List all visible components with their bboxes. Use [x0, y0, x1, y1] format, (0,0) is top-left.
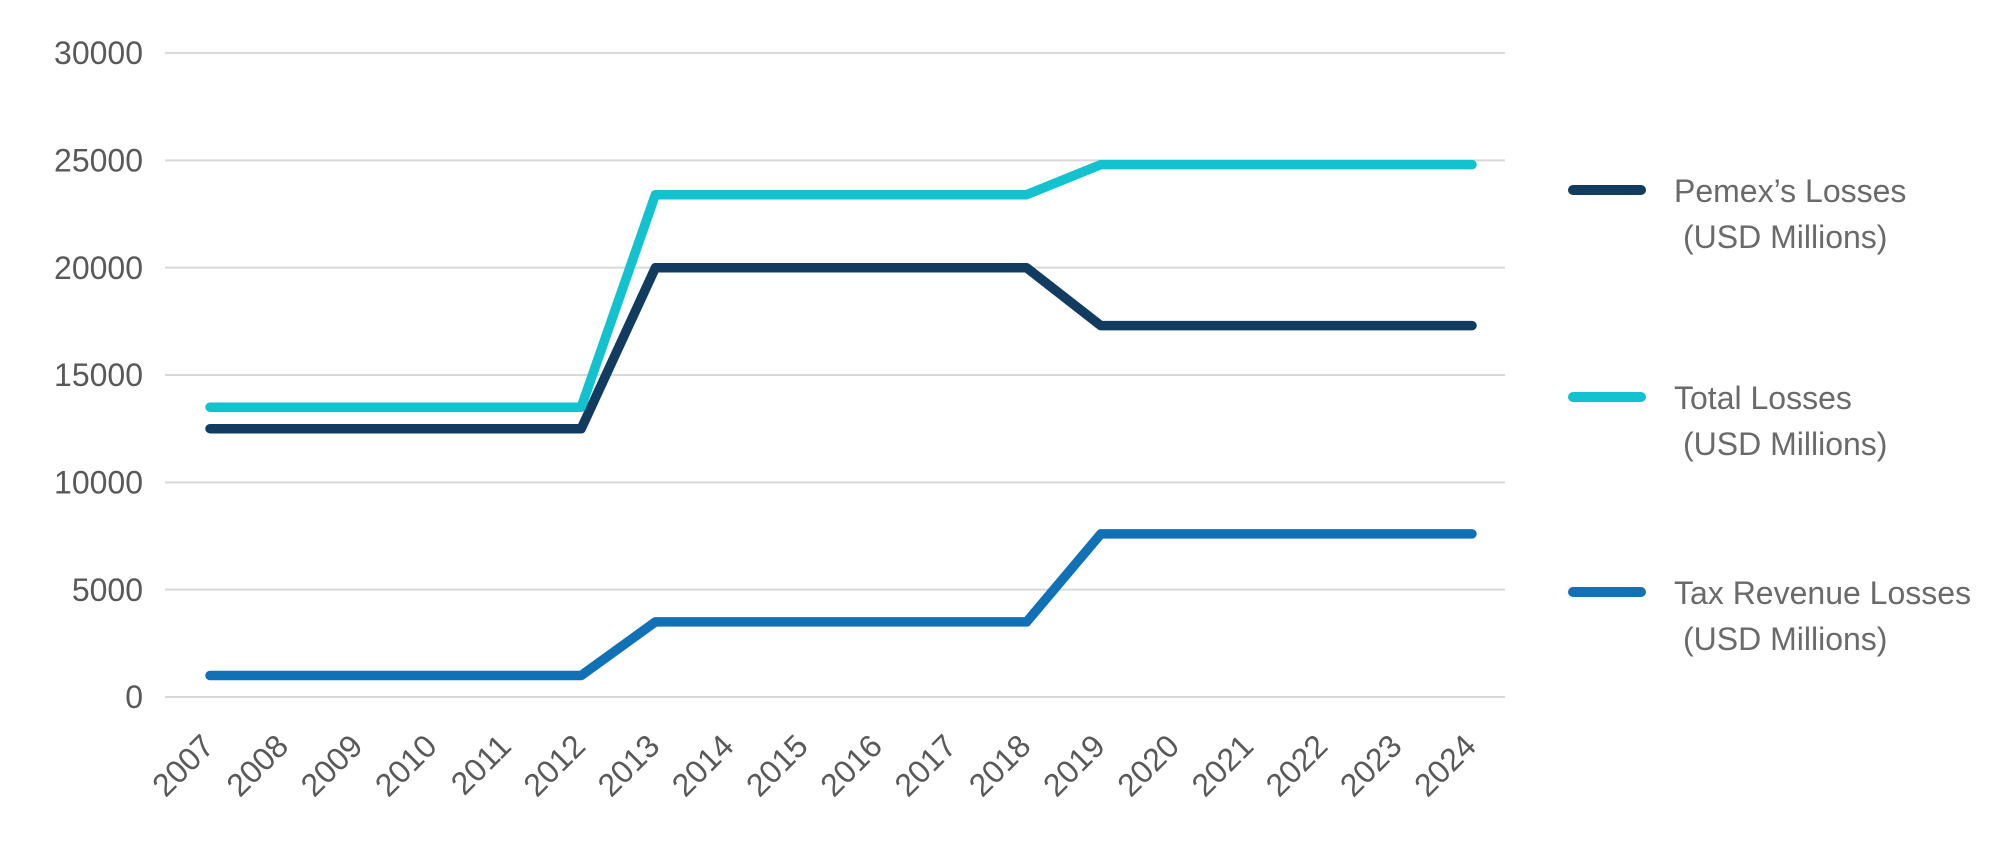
x-tick-label-2010: 2010 — [368, 727, 444, 803]
x-tick-label-2024: 2024 — [1407, 727, 1483, 803]
legend-item-pemex-losses: Pemex’s Losses (USD Millions) — [1568, 168, 1906, 260]
legend-label-tax-revenue-losses: Tax Revenue Losses (USD Millions) — [1674, 570, 1971, 662]
y-tick-label-20000: 20000 — [54, 250, 143, 286]
x-tick-label-2008: 2008 — [219, 727, 295, 803]
y-tick-label-10000: 10000 — [54, 465, 143, 501]
x-tick-label-2012: 2012 — [516, 727, 592, 803]
x-tick-label-2023: 2023 — [1333, 727, 1409, 803]
series-line-tax-revenue-losses — [205, 529, 1477, 681]
x-tick-label-2022: 2022 — [1259, 727, 1335, 803]
legend-label-line2: (USD Millions) — [1683, 426, 1888, 462]
legend-label-line1: Tax Revenue Losses — [1674, 575, 1972, 611]
x-tick-label-2016: 2016 — [813, 727, 889, 803]
x-tick-label-2021: 2021 — [1184, 727, 1260, 803]
x-tick-label-2017: 2017 — [888, 727, 964, 803]
x-tick-label-2014: 2014 — [665, 727, 741, 803]
legend-label-line1: Total Losses — [1674, 380, 1852, 416]
legend-swatch-pemex-losses — [1568, 185, 1646, 195]
x-tick-label-2011: 2011 — [444, 727, 518, 801]
legend-label-line2: (USD Millions) — [1683, 621, 1888, 657]
legend-swatch-total-losses — [1568, 392, 1646, 402]
x-tick-label-2019: 2019 — [1036, 727, 1112, 803]
legend-label-line1: Pemex’s Losses — [1674, 173, 1907, 209]
legend-swatch-tax-revenue-losses — [1568, 587, 1646, 597]
legend-label-pemex-losses: Pemex’s Losses (USD Millions) — [1674, 168, 1906, 260]
x-tick-label-2009: 2009 — [294, 727, 370, 803]
series-line-total-losses — [205, 159, 1477, 412]
x-tick-label-2015: 2015 — [739, 727, 815, 803]
x-tick-label-2007: 2007 — [145, 727, 221, 803]
y-tick-label-25000: 25000 — [54, 143, 143, 179]
y-tick-label-15000: 15000 — [54, 357, 143, 393]
x-tick-label-2013: 2013 — [591, 727, 667, 803]
legend-item-tax-revenue-losses: Tax Revenue Losses (USD Millions) — [1568, 570, 1971, 662]
y-tick-label-0: 0 — [125, 679, 143, 715]
chart-legend: Pemex’s Losses (USD Millions) Total Loss… — [1568, 0, 1998, 849]
legend-label-line2: (USD Millions) — [1683, 219, 1888, 255]
series-line-pemex-s-losses — [205, 262, 1477, 434]
x-tick-label-2020: 2020 — [1110, 727, 1186, 803]
legend-label-total-losses: Total Losses (USD Millions) — [1674, 375, 1887, 467]
legend-item-total-losses: Total Losses (USD Millions) — [1568, 375, 1887, 467]
y-tick-label-30000: 30000 — [54, 35, 143, 71]
x-tick-label-2018: 2018 — [962, 727, 1038, 803]
line-chart-plot-area: 0500010000150002000025000300002007200820… — [54, 35, 1505, 803]
y-tick-label-5000: 5000 — [72, 572, 143, 608]
